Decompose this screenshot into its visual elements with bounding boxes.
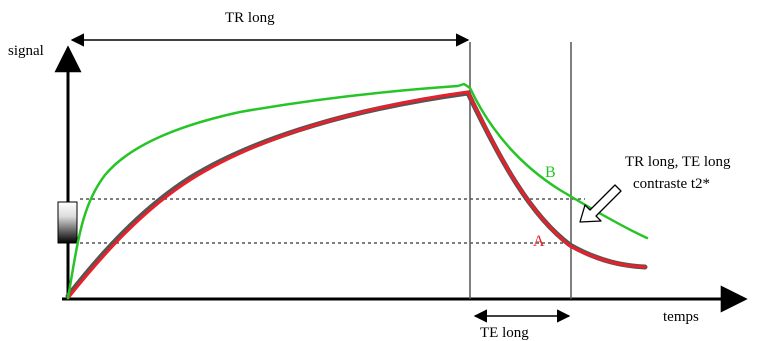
- curve-b-label: B: [545, 164, 556, 181]
- x-axis-label: temps: [663, 309, 699, 325]
- y-axis-label: signal: [8, 43, 44, 59]
- curve-a: [66, 90, 647, 300]
- curve-b: [66, 82, 649, 300]
- annotation-line-1: TR long, TE long: [625, 154, 731, 170]
- te-long-label: TE long: [480, 325, 529, 341]
- tr-long-label: TR long: [225, 10, 275, 26]
- annotation-pointer-arrow: [579, 184, 622, 223]
- curve-a-shadow: [65, 90, 648, 299]
- grayscale-scale-bar: [57, 201, 78, 244]
- curve-a-label: A: [533, 233, 545, 250]
- annotation-line-2: contraste t2*: [633, 176, 710, 192]
